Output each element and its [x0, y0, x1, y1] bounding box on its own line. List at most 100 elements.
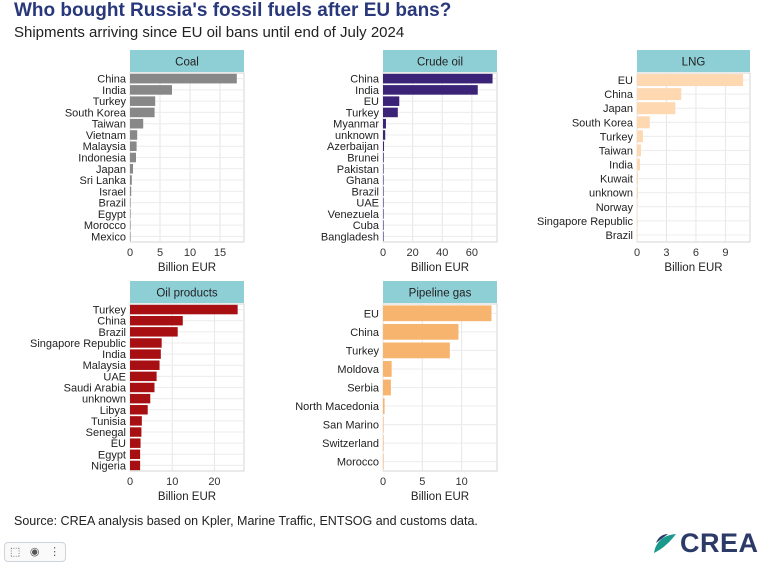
bar-lng — [637, 228, 638, 241]
bar-crude-oil — [383, 175, 384, 185]
bar-coal — [130, 197, 131, 208]
category-label-coal: Vietnam — [86, 130, 126, 142]
x-axis-label-coal: Billion EUR — [158, 262, 216, 274]
selection-icon[interactable]: ⬚ — [9, 546, 21, 558]
category-label-crude-oil: Azerbaijan — [327, 141, 379, 153]
bar-coal — [130, 175, 132, 185]
bar-crude-oil — [383, 163, 384, 174]
category-label-coal: India — [102, 85, 127, 97]
x-tick-label-crude-oil: 40 — [436, 247, 448, 259]
bar-coal — [130, 107, 155, 118]
category-label-pipeline-gas: Turkey — [346, 345, 380, 357]
category-label-crude-oil: Bangladesh — [321, 231, 379, 243]
image-toolbar: ⬚ ◉ ⋮ — [4, 542, 66, 562]
category-label-coal: Turkey — [93, 96, 127, 108]
bar-lng — [637, 116, 650, 129]
bar-crude-oil — [383, 220, 384, 230]
source-note: Source: CREA analysis based on Kpler, Ma… — [14, 514, 478, 528]
category-label-oil-products: Senegal — [86, 427, 126, 439]
bar-oil-products — [130, 371, 157, 382]
chart-title: Who bought Russia's fossil fuels after E… — [14, 0, 452, 21]
x-tick-label-oil-products: 0 — [127, 476, 133, 488]
bar-oil-products — [130, 393, 151, 404]
category-label-oil-products: EU — [111, 438, 126, 450]
category-label-pipeline-gas: EU — [364, 308, 379, 320]
bar-lng — [637, 130, 643, 143]
bar-oil-products — [130, 416, 142, 426]
bar-coal — [130, 73, 237, 84]
bar-pipeline-gas — [383, 305, 492, 322]
bar-pipeline-gas — [383, 342, 450, 359]
x-tick-label-crude-oil: 20 — [406, 247, 418, 259]
category-label-pipeline-gas: San Marino — [323, 420, 379, 432]
category-label-coal: Sri Lanka — [80, 175, 127, 187]
category-label-coal: Israel — [99, 186, 126, 198]
category-label-crude-oil: India — [355, 85, 380, 97]
bar-oil-products — [130, 304, 238, 315]
bar-lng — [637, 144, 641, 157]
category-label-oil-products: Libya — [100, 405, 127, 417]
category-label-lng: China — [604, 89, 634, 101]
category-label-lng: Singapore Republic — [537, 216, 634, 228]
x-tick-label-crude-oil: 60 — [466, 247, 478, 259]
crea-logo-icon — [654, 534, 676, 553]
camera-icon[interactable]: ◉ — [29, 546, 40, 558]
bar-pipeline-gas — [383, 453, 384, 470]
category-label-pipeline-gas: Switzerland — [322, 438, 379, 450]
panel-header-lng — [637, 50, 750, 72]
x-tick-label-oil-products: 10 — [166, 476, 178, 488]
x-tick-label-crude-oil: 0 — [380, 247, 386, 259]
panel-header-oil-products — [130, 281, 244, 303]
category-label-lng: South Korea — [572, 117, 634, 129]
chart-subtitle: Shipments arriving since EU oil bans unt… — [14, 24, 405, 41]
bar-oil-products — [130, 360, 160, 370]
category-label-coal: South Korea — [65, 107, 127, 119]
category-label-crude-oil: unknown — [335, 130, 379, 142]
category-label-crude-oil: Venezuela — [328, 209, 380, 221]
bar-crude-oil — [383, 186, 384, 197]
category-label-lng: Taiwan — [599, 145, 633, 157]
category-label-coal: Malaysia — [83, 141, 127, 153]
category-label-oil-products: unknown — [82, 394, 126, 406]
bar-oil-products — [130, 405, 148, 415]
category-label-crude-oil: Pakistan — [337, 164, 379, 176]
x-axis-label-oil-products: Billion EUR — [158, 491, 216, 503]
bar-pipeline-gas — [383, 379, 391, 396]
category-label-oil-products: Tunisia — [91, 416, 127, 428]
bar-lng — [637, 200, 638, 213]
x-tick-label-lng: 3 — [663, 247, 669, 259]
more-options-icon[interactable]: ⋮ — [49, 546, 61, 558]
category-label-lng: unknown — [589, 188, 633, 200]
bar-lng — [637, 102, 676, 115]
category-label-oil-products: China — [97, 316, 127, 328]
x-tick-label-coal: 5 — [157, 247, 163, 259]
category-label-pipeline-gas: Morocco — [337, 457, 379, 469]
panel-title-pipeline-gas: Pipeline gas — [409, 288, 472, 300]
bar-pipeline-gas — [383, 435, 384, 452]
category-label-crude-oil: Turkey — [346, 107, 380, 119]
panel-header-pipeline-gas — [383, 281, 497, 303]
panel-header-crude-oil — [383, 50, 497, 72]
bar-oil-products — [130, 338, 162, 348]
panel-title-crude-oil: Crude oil — [417, 57, 463, 69]
bar-oil-products — [130, 327, 178, 337]
x-axis-label-crude-oil: Billion EUR — [411, 262, 469, 274]
bar-oil-products — [130, 427, 142, 437]
category-label-coal: Japan — [96, 164, 126, 176]
bar-crude-oil — [383, 118, 386, 129]
bar-crude-oil — [383, 130, 386, 140]
bar-coal — [130, 118, 144, 129]
bar-coal — [130, 152, 136, 163]
category-label-oil-products: India — [102, 349, 127, 361]
bar-crude-oil — [383, 73, 493, 84]
panel-title-lng: LNG — [682, 57, 706, 69]
bar-pipeline-gas — [383, 323, 459, 340]
bar-crude-oil — [383, 231, 384, 242]
bar-coal — [130, 163, 133, 174]
x-tick-label-lng: 9 — [722, 247, 728, 259]
category-label-coal: Morocco — [84, 220, 126, 232]
bar-lng — [637, 172, 638, 185]
bar-crude-oil — [383, 107, 398, 118]
bar-coal — [130, 130, 138, 140]
